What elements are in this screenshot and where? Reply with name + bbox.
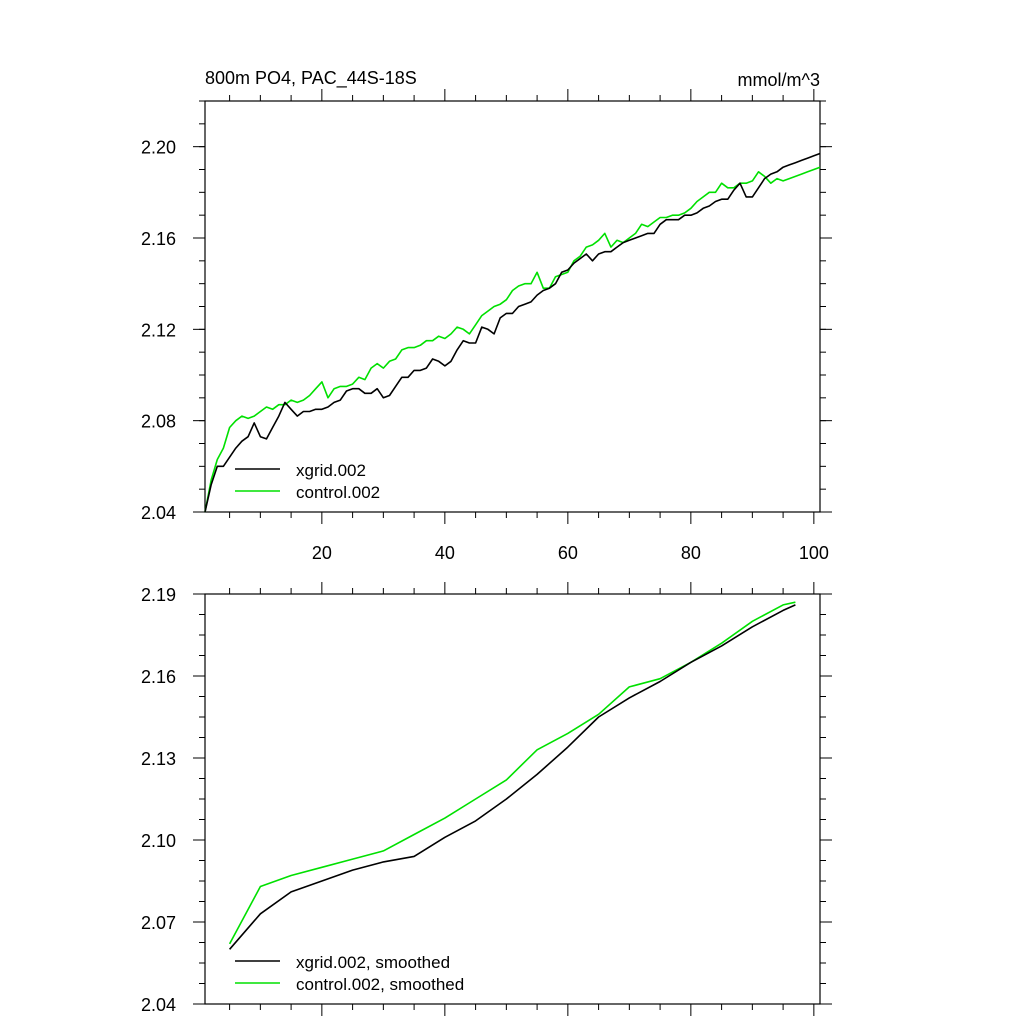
y-tick-label: 2.20 xyxy=(141,138,176,158)
tick-group: 20 40 60 80 100 2.04 2.08 2.12 2.16 2.20 xyxy=(141,89,832,563)
series-line-control xyxy=(228,601,796,945)
units-label: mmol/m^3 xyxy=(738,70,820,90)
series-lines xyxy=(204,152,821,513)
series-lines-smoothed xyxy=(228,601,796,950)
tick-group-smoothed: 2.04 2.07 2.10 2.13 2.16 2.19 xyxy=(141,582,832,1016)
bottom-panel: 2.04 2.07 2.10 2.13 2.16 2.19 xgrid.002, smoo… xyxy=(141,582,832,1016)
y-tick-label: 2.04 xyxy=(141,503,176,523)
x-tick-label: 40 xyxy=(435,543,455,563)
y-tick-label: 2.16 xyxy=(141,229,176,249)
top-panel: 800m PO4, PAC_44S-18S mmol/m^3 20 40 60 80 1… xyxy=(141,68,832,563)
y-tick-label: 2.16 xyxy=(141,667,176,687)
legend-label-control: control.002 xyxy=(296,483,380,502)
y-tick-label: 2.19 xyxy=(141,585,176,605)
y-tick-label: 2.13 xyxy=(141,749,176,769)
y-tick-label: 2.12 xyxy=(141,320,176,340)
legend-label-control-smoothed: control.002, smoothed xyxy=(296,975,464,994)
plot-frame xyxy=(204,100,821,513)
chart-title: 800m PO4, PAC_44S-18S xyxy=(205,68,417,89)
series-line-xgrid xyxy=(204,152,821,513)
series-line-xgrid xyxy=(228,604,796,950)
x-tick-label: 100 xyxy=(799,543,829,563)
x-tick-label: 80 xyxy=(681,543,701,563)
y-tick-label: 2.07 xyxy=(141,913,176,933)
plot-frame-smoothed xyxy=(204,593,821,1005)
legend: xgrid.002 control.002 xyxy=(235,461,380,502)
legend-smoothed: xgrid.002, smoothed control.002, smoothe… xyxy=(235,953,464,994)
x-tick-label: 60 xyxy=(558,543,578,563)
x-tick-label: 20 xyxy=(312,543,332,563)
legend-label-xgrid: xgrid.002 xyxy=(296,461,366,480)
y-tick-label: 2.10 xyxy=(141,831,176,851)
y-tick-label: 2.08 xyxy=(141,412,176,432)
legend-label-xgrid-smoothed: xgrid.002, smoothed xyxy=(296,953,450,972)
y-tick-label: 2.04 xyxy=(141,995,176,1015)
series-line-control xyxy=(204,166,821,513)
